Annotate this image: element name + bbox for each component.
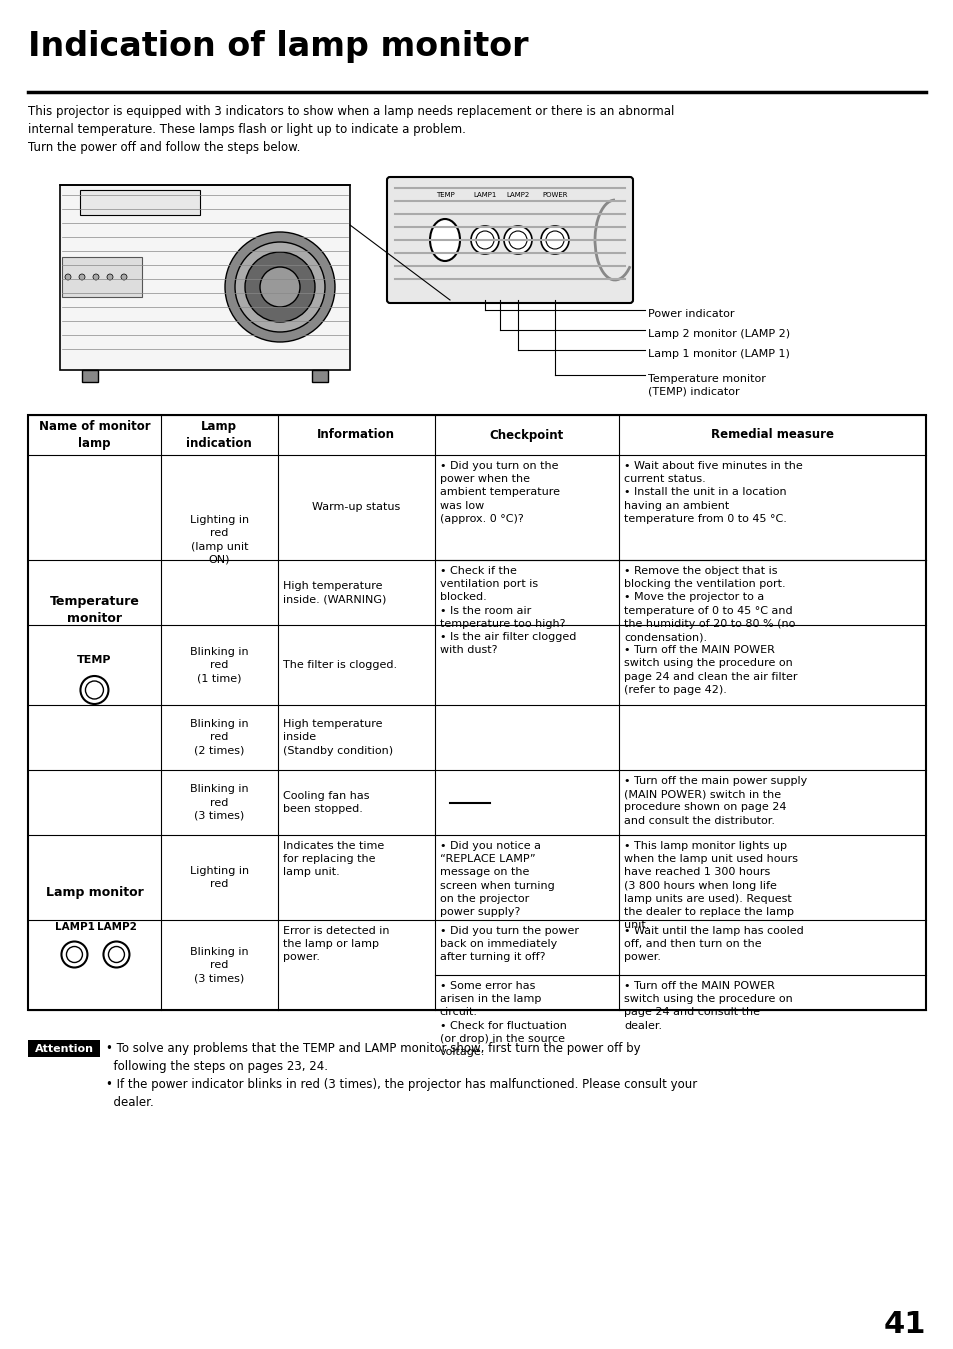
Text: • Check if the
ventilation port is
blocked.
• Is the room air
temperature too hi: • Check if the ventilation port is block… [439,567,576,656]
Circle shape [86,681,103,699]
Text: • Turn off the MAIN POWER
switch using the procedure on
page 24 and consult the
: • Turn off the MAIN POWER switch using t… [623,981,792,1031]
FancyBboxPatch shape [387,177,633,304]
Text: Lamp
indication: Lamp indication [186,420,252,451]
Text: 41: 41 [882,1310,925,1340]
Circle shape [92,274,99,281]
Text: Blinking in
red
(1 time): Blinking in red (1 time) [190,646,249,683]
Text: Cooling fan has
been stopped.: Cooling fan has been stopped. [282,791,369,813]
Bar [28,1040,100,1058]
Bar [60,185,350,370]
Text: Blinking in
red
(3 times): Blinking in red (3 times) [190,784,249,820]
Circle shape [103,942,130,967]
Text: LAMP2: LAMP2 [506,192,529,198]
Text: Error is detected in
the lamp or lamp
power.: Error is detected in the lamp or lamp po… [282,925,389,962]
Text: LAMP2: LAMP2 [96,923,136,932]
Text: Information: Information [317,429,395,441]
Text: Power indicator: Power indicator [647,309,734,318]
Bar [62,258,142,297]
Text: High temperature
inside. (WARNING): High temperature inside. (WARNING) [282,581,386,604]
Text: This projector is equipped with 3 indicators to show when a lamp needs replaceme: This projector is equipped with 3 indica… [28,105,674,154]
Text: TEMP: TEMP [77,656,112,665]
Bar [80,190,200,214]
Circle shape [545,231,563,250]
Text: Blinking in
red
(2 times): Blinking in red (2 times) [190,719,249,755]
Text: Temperature
monitor: Temperature monitor [50,595,139,626]
Text: Lighting in
red: Lighting in red [190,866,249,889]
Text: POWER: POWER [541,192,567,198]
Text: Indicates the time
for replacing the
lamp unit.: Indicates the time for replacing the lam… [282,840,383,877]
Circle shape [80,676,109,704]
Text: Temperature monitor
(TEMP) indicator: Temperature monitor (TEMP) indicator [647,374,765,397]
Text: Name of monitor
lamp: Name of monitor lamp [39,420,151,451]
Text: The filter is clogged.: The filter is clogged. [282,660,396,670]
Text: Lamp 1 monitor (LAMP 1): Lamp 1 monitor (LAMP 1) [647,349,789,359]
Text: TEMP: TEMP [436,192,454,198]
Text: Warm-up status: Warm-up status [312,502,400,513]
Text: Indication of lamp monitor: Indication of lamp monitor [28,30,528,63]
Text: Lighting in
red
(lamp unit
ON): Lighting in red (lamp unit ON) [190,515,249,565]
Circle shape [79,274,85,281]
Circle shape [67,947,82,962]
Bar [312,370,328,382]
Circle shape [225,232,335,343]
Text: LAMP1: LAMP1 [54,923,94,932]
Circle shape [245,252,314,322]
Text: • This lamp monitor lights up
when the lamp unit used hours
have reached 1 300 h: • This lamp monitor lights up when the l… [623,840,797,931]
Text: • Turn off the main power supply
(MAIN POWER) switch in the
procedure shown on p: • Turn off the main power supply (MAIN P… [623,776,806,826]
Circle shape [509,231,526,250]
Text: Remedial measure: Remedial measure [710,429,833,441]
Text: • Did you turn the power
back on immediately
after turning it off?: • Did you turn the power back on immedia… [439,925,578,962]
Text: • Remove the object that is
blocking the ventilation port.
• Move the projector : • Remove the object that is blocking the… [623,567,797,695]
Circle shape [109,947,124,962]
Text: • Did you turn on the
power when the
ambient temperature
was low
(approx. 0 °C)?: • Did you turn on the power when the amb… [439,461,559,523]
Bar [28,415,925,1010]
Circle shape [471,227,498,254]
Text: Checkpoint: Checkpoint [489,429,563,441]
Circle shape [61,942,88,967]
Text: LAMP1: LAMP1 [473,192,497,198]
Text: High temperature
inside
(Standby condition): High temperature inside (Standby conditi… [282,719,393,755]
Text: • Some error has
arisen in the lamp
circuit.
• Check for fluctuation
(or drop) i: • Some error has arisen in the lamp circ… [439,981,566,1058]
Text: Attention: Attention [34,1044,93,1054]
Circle shape [260,267,299,308]
Text: • To solve any problems that the TEMP and LAMP monitor show, first turn the powe: • To solve any problems that the TEMP an… [106,1041,697,1109]
Text: • Did you notice a
“REPLACE LAMP”
message on the
screen when turning
on the proj: • Did you notice a “REPLACE LAMP” messag… [439,840,554,917]
Ellipse shape [430,219,459,260]
Text: Lamp 2 monitor (LAMP 2): Lamp 2 monitor (LAMP 2) [647,329,789,339]
Text: • Wait about five minutes in the
current status.
• Install the unit in a locatio: • Wait about five minutes in the current… [623,461,801,523]
Text: Blinking in
red
(3 times): Blinking in red (3 times) [190,947,249,983]
Circle shape [107,274,112,281]
Circle shape [234,241,325,332]
Text: Lamp monitor: Lamp monitor [46,886,143,898]
Circle shape [503,227,532,254]
Circle shape [65,274,71,281]
Bar [82,370,98,382]
Text: • Wait until the lamp has cooled
off, and then turn on the
power.: • Wait until the lamp has cooled off, an… [623,925,802,962]
Circle shape [121,274,127,281]
Circle shape [540,227,568,254]
Circle shape [476,231,494,250]
